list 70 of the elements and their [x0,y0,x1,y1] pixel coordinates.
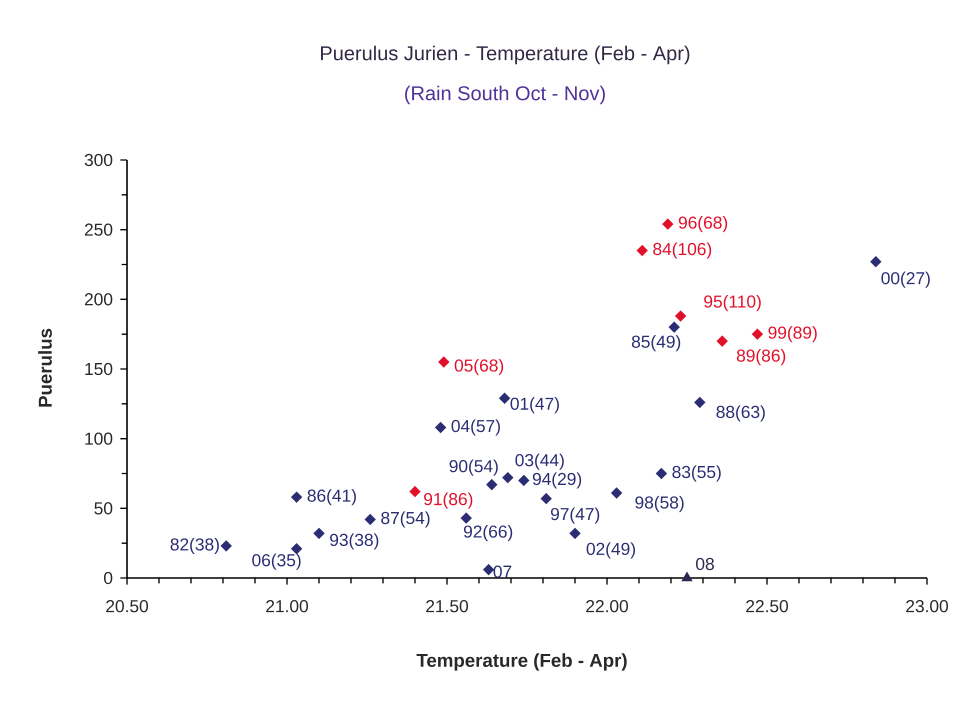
y-tick-label: 50 [94,502,112,514]
annotation: 05(68) [454,358,504,376]
chart-title: Puerulus Jurien - Temperature (Feb - Apr) [321,46,690,64]
y-tick-label: 100 [85,432,112,445]
point [435,422,446,434]
annotation: 83(55) [672,465,721,482]
y-tick-label: 250 [84,224,112,236]
annotation: 99(89) [768,326,817,342]
x-axis-title: Temperature (Feb - Apr) [416,653,627,671]
annotation: 88(63) [716,405,765,422]
annotation: 90(54) [450,460,498,476]
annotation: 87(54) [381,511,430,528]
point [716,336,728,347]
point [409,486,421,498]
x-tick-label: 22.00 [586,600,628,612]
x-tick-label: 23.00 [906,600,948,612]
annotation: 97(47) [550,507,600,524]
annotation: 04(57) [452,419,500,436]
point [291,543,302,554]
annotation: 01(47) [510,397,559,414]
point [675,310,686,322]
chart-subtitle: (Rain South Oct - Nov) [405,86,605,104]
point [694,396,706,408]
annotation: 93(38) [330,533,378,550]
y-tick-label: 300 [84,154,112,166]
x-tick-label: 21.50 [426,600,468,612]
annotation: 84(106) [653,242,712,259]
annotation: 98(58) [635,496,684,512]
y-tick-label: 0 [104,572,112,584]
point [569,528,581,540]
point [636,244,648,256]
annotation: 82(38) [170,538,219,554]
point [752,328,763,340]
point [668,322,680,333]
annotation: 08 [696,558,714,570]
point [291,492,302,503]
y-tick-label: 200 [84,293,112,306]
annotation: 02(49) [586,542,635,558]
point [870,256,882,268]
point [483,564,494,576]
point [460,512,472,524]
annotation: 96(68) [678,216,728,232]
point [611,487,622,499]
annotation: 00(27) [881,272,930,288]
point [518,474,530,486]
annotation: 95(110) [704,294,761,312]
point [540,492,552,504]
point [220,540,232,552]
y-tick-label: 150 [85,362,112,376]
annotation: 86(41) [308,489,356,506]
point [499,392,510,404]
point [438,356,450,368]
annotation: 03(44) [515,454,564,470]
point [486,479,498,490]
point [364,514,376,526]
point [313,528,325,540]
x-tick-label: 21.00 [266,600,308,612]
x-tick-label: 20.50 [106,600,148,612]
point [656,468,667,480]
annotation: 89(86) [736,349,786,366]
annotation: 85(49) [632,335,680,352]
annotation: 06(35) [252,554,301,570]
y-axis-title: Puerulus [38,328,52,407]
annotation: 07 [494,565,512,578]
annotation: 91(86) [424,492,472,509]
annotation: 92(66) [464,524,512,542]
x-tick-label: 22.50 [746,600,788,612]
point [502,472,514,484]
annotation: 94(29) [532,472,582,489]
point [662,218,674,230]
